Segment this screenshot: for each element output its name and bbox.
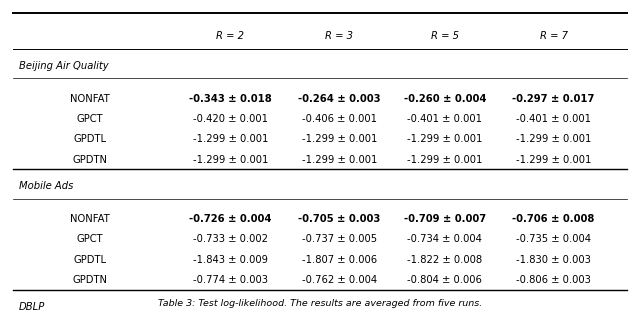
Text: GPDTL: GPDTL <box>73 134 106 144</box>
Text: Table 3: Test log-likelihood. The results are averaged from five runs.: Table 3: Test log-likelihood. The result… <box>158 299 482 308</box>
Text: -1.299 ± 0.001: -1.299 ± 0.001 <box>301 155 377 165</box>
Text: -1.299 ± 0.001: -1.299 ± 0.001 <box>193 155 268 165</box>
Text: -1.299 ± 0.001: -1.299 ± 0.001 <box>407 134 483 144</box>
Text: -1.299 ± 0.001: -1.299 ± 0.001 <box>516 134 591 144</box>
Text: -0.264 ± 0.003: -0.264 ± 0.003 <box>298 94 380 104</box>
Text: GPDTL: GPDTL <box>73 255 106 265</box>
Text: Beijing Air Quality: Beijing Air Quality <box>19 61 109 71</box>
Text: -0.420 ± 0.001: -0.420 ± 0.001 <box>193 114 268 124</box>
Text: -1.299 ± 0.001: -1.299 ± 0.001 <box>407 155 483 165</box>
Text: -0.705 ± 0.003: -0.705 ± 0.003 <box>298 214 380 224</box>
Text: -0.726 ± 0.004: -0.726 ± 0.004 <box>189 214 271 224</box>
Text: R = 3: R = 3 <box>325 31 353 41</box>
Text: NONFAT: NONFAT <box>70 94 109 104</box>
Text: -0.806 ± 0.003: -0.806 ± 0.003 <box>516 275 591 285</box>
Text: Mobile Ads: Mobile Ads <box>19 181 74 191</box>
Text: GPCT: GPCT <box>76 234 103 244</box>
Text: -0.706 ± 0.008: -0.706 ± 0.008 <box>513 214 595 224</box>
Text: -1.807 ± 0.006: -1.807 ± 0.006 <box>301 255 377 265</box>
Text: -0.343 ± 0.018: -0.343 ± 0.018 <box>189 94 272 104</box>
Text: DBLP: DBLP <box>19 302 45 312</box>
Text: -0.406 ± 0.001: -0.406 ± 0.001 <box>301 114 377 124</box>
Text: NONFAT: NONFAT <box>70 214 109 224</box>
Text: -0.762 ± 0.004: -0.762 ± 0.004 <box>301 275 377 285</box>
Text: GPCT: GPCT <box>76 114 103 124</box>
Text: -0.297 ± 0.017: -0.297 ± 0.017 <box>513 94 595 104</box>
Text: GPDTN: GPDTN <box>72 275 107 285</box>
Text: -0.709 ± 0.007: -0.709 ± 0.007 <box>404 214 486 224</box>
Text: -0.804 ± 0.006: -0.804 ± 0.006 <box>408 275 482 285</box>
Text: -1.299 ± 0.001: -1.299 ± 0.001 <box>193 134 268 144</box>
Text: -0.735 ± 0.004: -0.735 ± 0.004 <box>516 234 591 244</box>
Text: -0.737 ± 0.005: -0.737 ± 0.005 <box>301 234 377 244</box>
Text: R = 5: R = 5 <box>431 31 459 41</box>
Text: -1.299 ± 0.001: -1.299 ± 0.001 <box>516 155 591 165</box>
Text: R = 7: R = 7 <box>540 31 568 41</box>
Text: -1.299 ± 0.001: -1.299 ± 0.001 <box>301 134 377 144</box>
Text: -1.822 ± 0.008: -1.822 ± 0.008 <box>407 255 483 265</box>
Text: -0.260 ± 0.004: -0.260 ± 0.004 <box>404 94 486 104</box>
Text: -1.830 ± 0.003: -1.830 ± 0.003 <box>516 255 591 265</box>
Text: GPDTN: GPDTN <box>72 155 107 165</box>
Text: -0.774 ± 0.003: -0.774 ± 0.003 <box>193 275 268 285</box>
Text: R = 2: R = 2 <box>216 31 244 41</box>
Text: -0.733 ± 0.002: -0.733 ± 0.002 <box>193 234 268 244</box>
Text: -0.401 ± 0.001: -0.401 ± 0.001 <box>407 114 483 124</box>
Text: -0.401 ± 0.001: -0.401 ± 0.001 <box>516 114 591 124</box>
Text: -0.734 ± 0.004: -0.734 ± 0.004 <box>408 234 482 244</box>
Text: -1.843 ± 0.009: -1.843 ± 0.009 <box>193 255 268 265</box>
